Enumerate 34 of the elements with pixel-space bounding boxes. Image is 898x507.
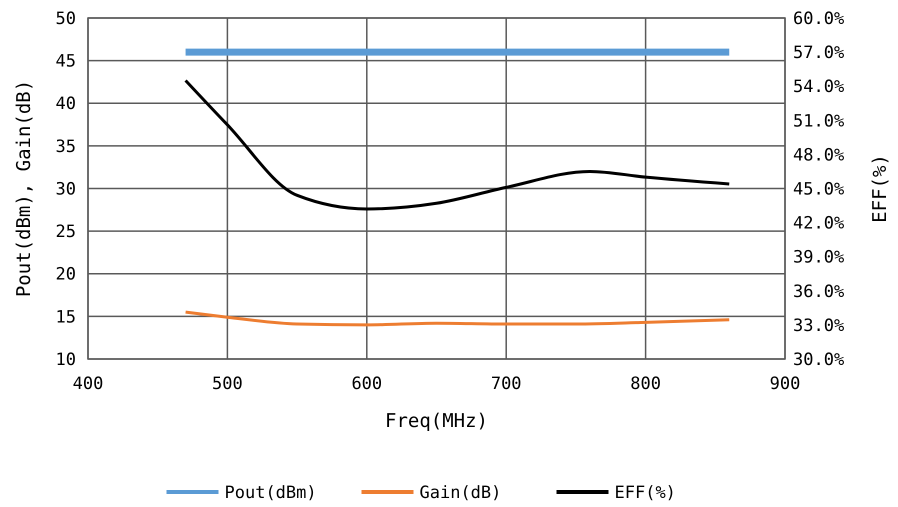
y2-tick-label: 39.0% — [793, 248, 844, 268]
y2-tick-label: 36.0% — [793, 282, 844, 302]
y-tick-label: 40 — [56, 94, 76, 114]
y2-tick-label: 60.0% — [793, 8, 844, 29]
line-series — [184, 79, 731, 210]
x-tick-label: 800 — [630, 374, 661, 394]
y-tick-label: 25 — [56, 222, 76, 242]
x-axis-title: Freq(MHz) — [385, 410, 488, 432]
legend-label: Gain(dB) — [420, 482, 502, 503]
y2-tick-label: 57.0% — [793, 43, 844, 64]
x-tick-label: 400 — [72, 374, 104, 394]
y-tick-label: 50 — [56, 8, 76, 29]
x-tick-label: 500 — [212, 374, 243, 394]
y2-tick-label: 30.0% — [793, 350, 844, 370]
y2-tick-label: 51.0% — [793, 111, 844, 132]
y2-tick-label: 42.0% — [793, 214, 844, 234]
y2-tick-label: 54.0% — [793, 77, 844, 98]
line-series — [184, 310, 731, 326]
y-tick-label: 30 — [56, 179, 76, 200]
y-tick-label: 35 — [56, 136, 76, 157]
x-tick-label: 900 — [770, 374, 800, 394]
x-tick-label: 600 — [351, 374, 382, 394]
x-tick-label: 700 — [490, 374, 522, 394]
y-tick-label: 45 — [56, 52, 76, 72]
y-axis-title: Pout(dBm), Gain(dB) — [13, 80, 35, 298]
y2-axis-title: EFF(%) — [869, 154, 891, 223]
y-tick-label: 20 — [56, 264, 76, 285]
legend-label: Pout(dBm) — [224, 482, 317, 503]
y2-tick-label: 33.0% — [793, 316, 844, 336]
legend-label: EFF(%) — [614, 482, 676, 503]
y-tick-label: 15 — [56, 307, 76, 328]
y-tick-label: 10 — [56, 350, 76, 370]
y2-tick-label: 48.0% — [793, 145, 844, 166]
y2-tick-label: 45.0% — [793, 179, 844, 200]
